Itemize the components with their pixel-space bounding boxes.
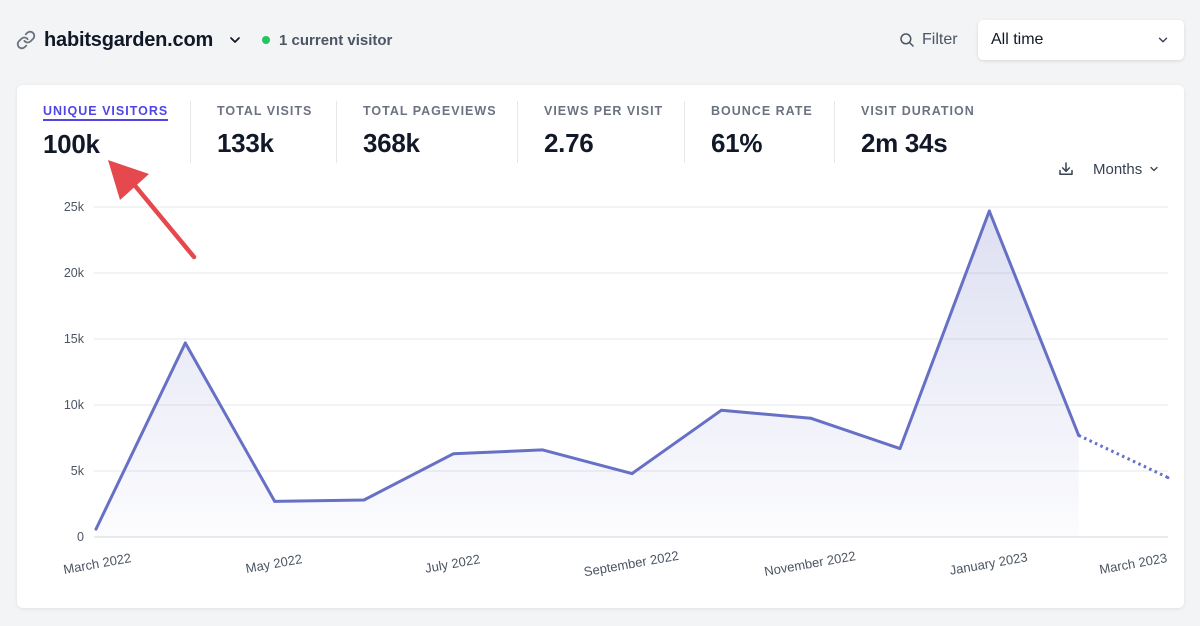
chart-tools: Months [1057, 157, 1160, 181]
metric-value: 133k [217, 128, 274, 158]
filter-button[interactable]: Filter [898, 28, 958, 52]
site-switcher[interactable]: habitsgarden.com [16, 24, 243, 56]
metric-visit-duration[interactable]: VISIT DURATION 2m 34s [861, 102, 975, 164]
metric-label: VISIT DURATION [861, 104, 975, 118]
metric-total-pageviews[interactable]: TOTAL PAGEVIEWS 368k [363, 102, 497, 164]
current-visitors-label: 1 current visitor [279, 31, 393, 49]
metric-value: 61% [711, 128, 763, 158]
metric-bounce-rate[interactable]: BOUNCE RATE 61% [711, 102, 813, 164]
search-icon [900, 33, 914, 47]
metrics-row: UNIQUE VISITORS 100k TOTAL VISITS 133k T… [17, 85, 1184, 165]
metric-divider [834, 101, 835, 163]
top-bar: habitsgarden.com 1 current visitor Filte… [0, 0, 1200, 80]
metric-label: UNIQUE VISITORS [43, 104, 169, 121]
metric-value: 368k [363, 128, 420, 158]
period-select[interactable]: All time [978, 20, 1184, 60]
metric-value: 100k [43, 129, 100, 159]
metric-total-visits[interactable]: TOTAL VISITS 133k [217, 102, 312, 164]
metric-label: TOTAL VISITS [217, 104, 313, 118]
metric-value: 2m 34s [861, 128, 948, 158]
period-label: All time [991, 31, 1044, 48]
metric-unique-visitors[interactable]: UNIQUE VISITORS 100k [43, 102, 169, 164]
metric-divider [336, 101, 337, 163]
current-visitors[interactable]: 1 current visitor [262, 30, 392, 50]
chevron-down-icon [1150, 166, 1158, 172]
site-name: habitsgarden.com [44, 28, 214, 51]
chevron-down-icon [230, 37, 240, 43]
metric-value: 2.76 [544, 128, 594, 158]
metric-label: VIEWS PER VISIT [544, 104, 664, 118]
filter-label: Filter [922, 31, 958, 48]
metric-divider [684, 101, 685, 163]
metric-divider [517, 101, 518, 163]
chevron-down-icon [1158, 37, 1168, 43]
interval-label: Months [1093, 160, 1143, 178]
metric-views-per-visit[interactable]: VIEWS PER VISIT 2.76 [544, 102, 663, 164]
metric-label: BOUNCE RATE [711, 104, 813, 118]
live-dot-icon [262, 36, 270, 44]
interval-select[interactable]: Months [1093, 161, 1160, 178]
metric-label: TOTAL PAGEVIEWS [363, 104, 497, 118]
stats-card: UNIQUE VISITORS 100k TOTAL VISITS 133k T… [17, 85, 1184, 608]
metric-divider [190, 101, 191, 163]
link-icon [16, 30, 36, 50]
download-icon[interactable] [1057, 160, 1075, 178]
